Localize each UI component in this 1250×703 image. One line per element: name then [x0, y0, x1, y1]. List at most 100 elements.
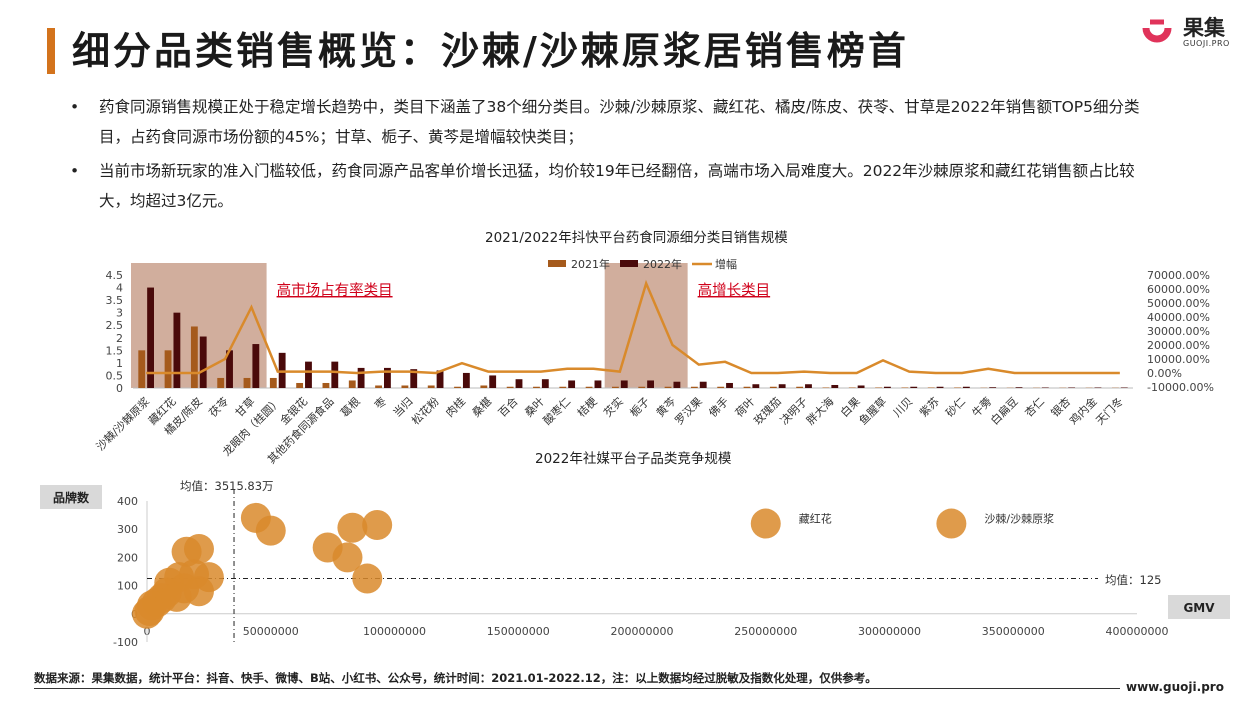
x-tick-label: 杏仁 — [1022, 395, 1047, 420]
y-right-tick-label: -10000.00% — [1147, 381, 1214, 394]
x-tick-label: 沙棘/沙棘原浆 — [93, 394, 152, 453]
bar-2022 — [752, 384, 760, 388]
bar-2021 — [822, 387, 830, 388]
x-tick-label: 250000000 — [734, 625, 797, 638]
page-title: 细分品类销售概览：沙棘/沙棘原浆居销售榜首 — [72, 29, 909, 73]
bar-2022 — [199, 336, 207, 388]
y-left-tick-label: 2 — [116, 332, 123, 345]
x-tick-label: 150000000 — [487, 625, 550, 638]
bar-2022 — [1094, 387, 1102, 388]
bar-2022 — [962, 386, 970, 388]
x-tick-label: 枣 — [372, 395, 389, 412]
scatter-bubble — [936, 508, 967, 539]
bar-2021 — [848, 387, 856, 388]
bubble-label: 沙棘/沙棘原浆 — [984, 512, 1054, 526]
bar-2021 — [612, 386, 619, 388]
legend-label: 2022年 — [643, 257, 682, 271]
bar-2022 — [884, 386, 891, 388]
y-axis-label: 品牌数 — [53, 490, 90, 505]
scatter-bubble — [750, 508, 781, 539]
bar-2021 — [401, 385, 409, 388]
x-tick-label: 350000000 — [982, 625, 1045, 638]
website-link[interactable]: www.guoji.pro — [1126, 680, 1224, 694]
x-tick-label: 玫瑰茄 — [751, 394, 784, 427]
x-tick-label: 罗汉果 — [672, 395, 705, 428]
bar-2022 — [778, 384, 786, 388]
bar-2022 — [173, 312, 181, 388]
bar-2022 — [1068, 387, 1076, 388]
x-tick-label: 桔梗 — [574, 394, 599, 419]
bar-2022 — [726, 382, 733, 388]
bar-2021 — [322, 382, 330, 388]
mean-x-label: 均值：3515.83万 — [180, 479, 274, 493]
x-tick-label: 砂仁 — [943, 395, 968, 420]
scatter-bubble — [362, 509, 393, 540]
bar-2022 — [489, 375, 497, 388]
bar-2022 — [357, 367, 365, 388]
y-tick-label: 200 — [117, 551, 138, 564]
bar-2021 — [796, 386, 804, 388]
x-tick-label: 桑椹 — [470, 395, 495, 420]
bar-2022 — [910, 386, 918, 388]
bar-2021 — [348, 380, 356, 388]
bar-2021 — [375, 385, 382, 388]
logo-ring-icon — [1142, 19, 1172, 43]
bar-2021 — [269, 377, 277, 388]
growth-line — [146, 279, 1120, 375]
bar-2022 — [936, 386, 944, 388]
bar-2022 — [305, 361, 312, 388]
x-axis-label: GMV — [1183, 601, 1215, 615]
y-right-tick-label: 50000.00% — [1147, 297, 1210, 310]
competition-scatter-chart: 品牌数GMV-100010020030040005000000010000000… — [40, 479, 1230, 649]
legend-label: 增幅 — [715, 257, 737, 271]
y-right-tick-label: 40000.00% — [1147, 311, 1210, 324]
bar-2021 — [243, 377, 251, 388]
bar-2021 — [664, 386, 672, 388]
x-tick-label: 川贝 — [891, 395, 916, 420]
bar-2022 — [1120, 387, 1128, 388]
bar-2022 — [647, 380, 654, 388]
x-tick-label: 100000000 — [363, 625, 426, 638]
x-tick-label: 葛根 — [337, 394, 362, 419]
scatter-bubble — [255, 515, 286, 546]
bar-2021 — [217, 377, 225, 388]
x-tick-label: 鱼腥草 — [856, 394, 889, 427]
y-tick-label: -100 — [113, 636, 138, 649]
x-tick-label: 酸枣仁 — [540, 394, 573, 427]
bar-2022 — [384, 367, 391, 388]
bubble-label: 藏红花 — [799, 513, 832, 526]
scatter-chart-title: 2022年社媒平台子品类竞争规模 — [535, 451, 732, 467]
x-tick-label: 200000000 — [611, 625, 674, 638]
scatter-bubble — [332, 542, 363, 573]
bar-2021 — [296, 382, 304, 388]
mean-y-label: 均值：125 — [1105, 573, 1161, 587]
y-axis-label-box — [40, 485, 102, 509]
bar-2022 — [147, 287, 154, 388]
bar-2022 — [252, 344, 260, 388]
x-tick-label: 栀子 — [627, 394, 652, 419]
bar-2022 — [436, 370, 444, 388]
x-tick-label: 肉桂 — [443, 394, 468, 419]
bar-2022 — [331, 361, 339, 388]
x-tick-label: 松花粉 — [409, 394, 442, 427]
brand-logo: 果集 GUOJI.PRO — [1138, 12, 1238, 52]
x-tick-label: 紫苏 — [917, 395, 942, 420]
bar-2022 — [831, 384, 839, 388]
x-tick-label: 百合 — [495, 394, 520, 419]
y-tick-label: 300 — [117, 523, 138, 536]
title-accent-bar — [47, 28, 55, 74]
x-axis-label-box — [1168, 595, 1230, 619]
y-tick-label: 400 — [117, 495, 138, 508]
bar-2022 — [568, 380, 576, 388]
category-sales-chart: 高市场占有率类目 高增长类目 00.511.522.533.544.5 -10000.… — [93, 257, 1214, 465]
y-left-tick-label: 0.5 — [106, 369, 124, 382]
x-tick-label: 鸡内金 — [1066, 394, 1099, 427]
bar-2021 — [717, 386, 725, 388]
bar-2021 — [901, 387, 909, 388]
bullet-item: • 药食同源销售规模正处于稳定增长趋势中，类目下涵盖了38个细分类目。沙棘/沙棘原… — [68, 92, 1148, 152]
bar-2021 — [954, 387, 961, 388]
bar-2021 — [690, 386, 698, 388]
y-left-tick-label: 4.5 — [106, 269, 124, 282]
bar-2022 — [857, 385, 865, 388]
legend-label: 2021年 — [571, 257, 610, 271]
